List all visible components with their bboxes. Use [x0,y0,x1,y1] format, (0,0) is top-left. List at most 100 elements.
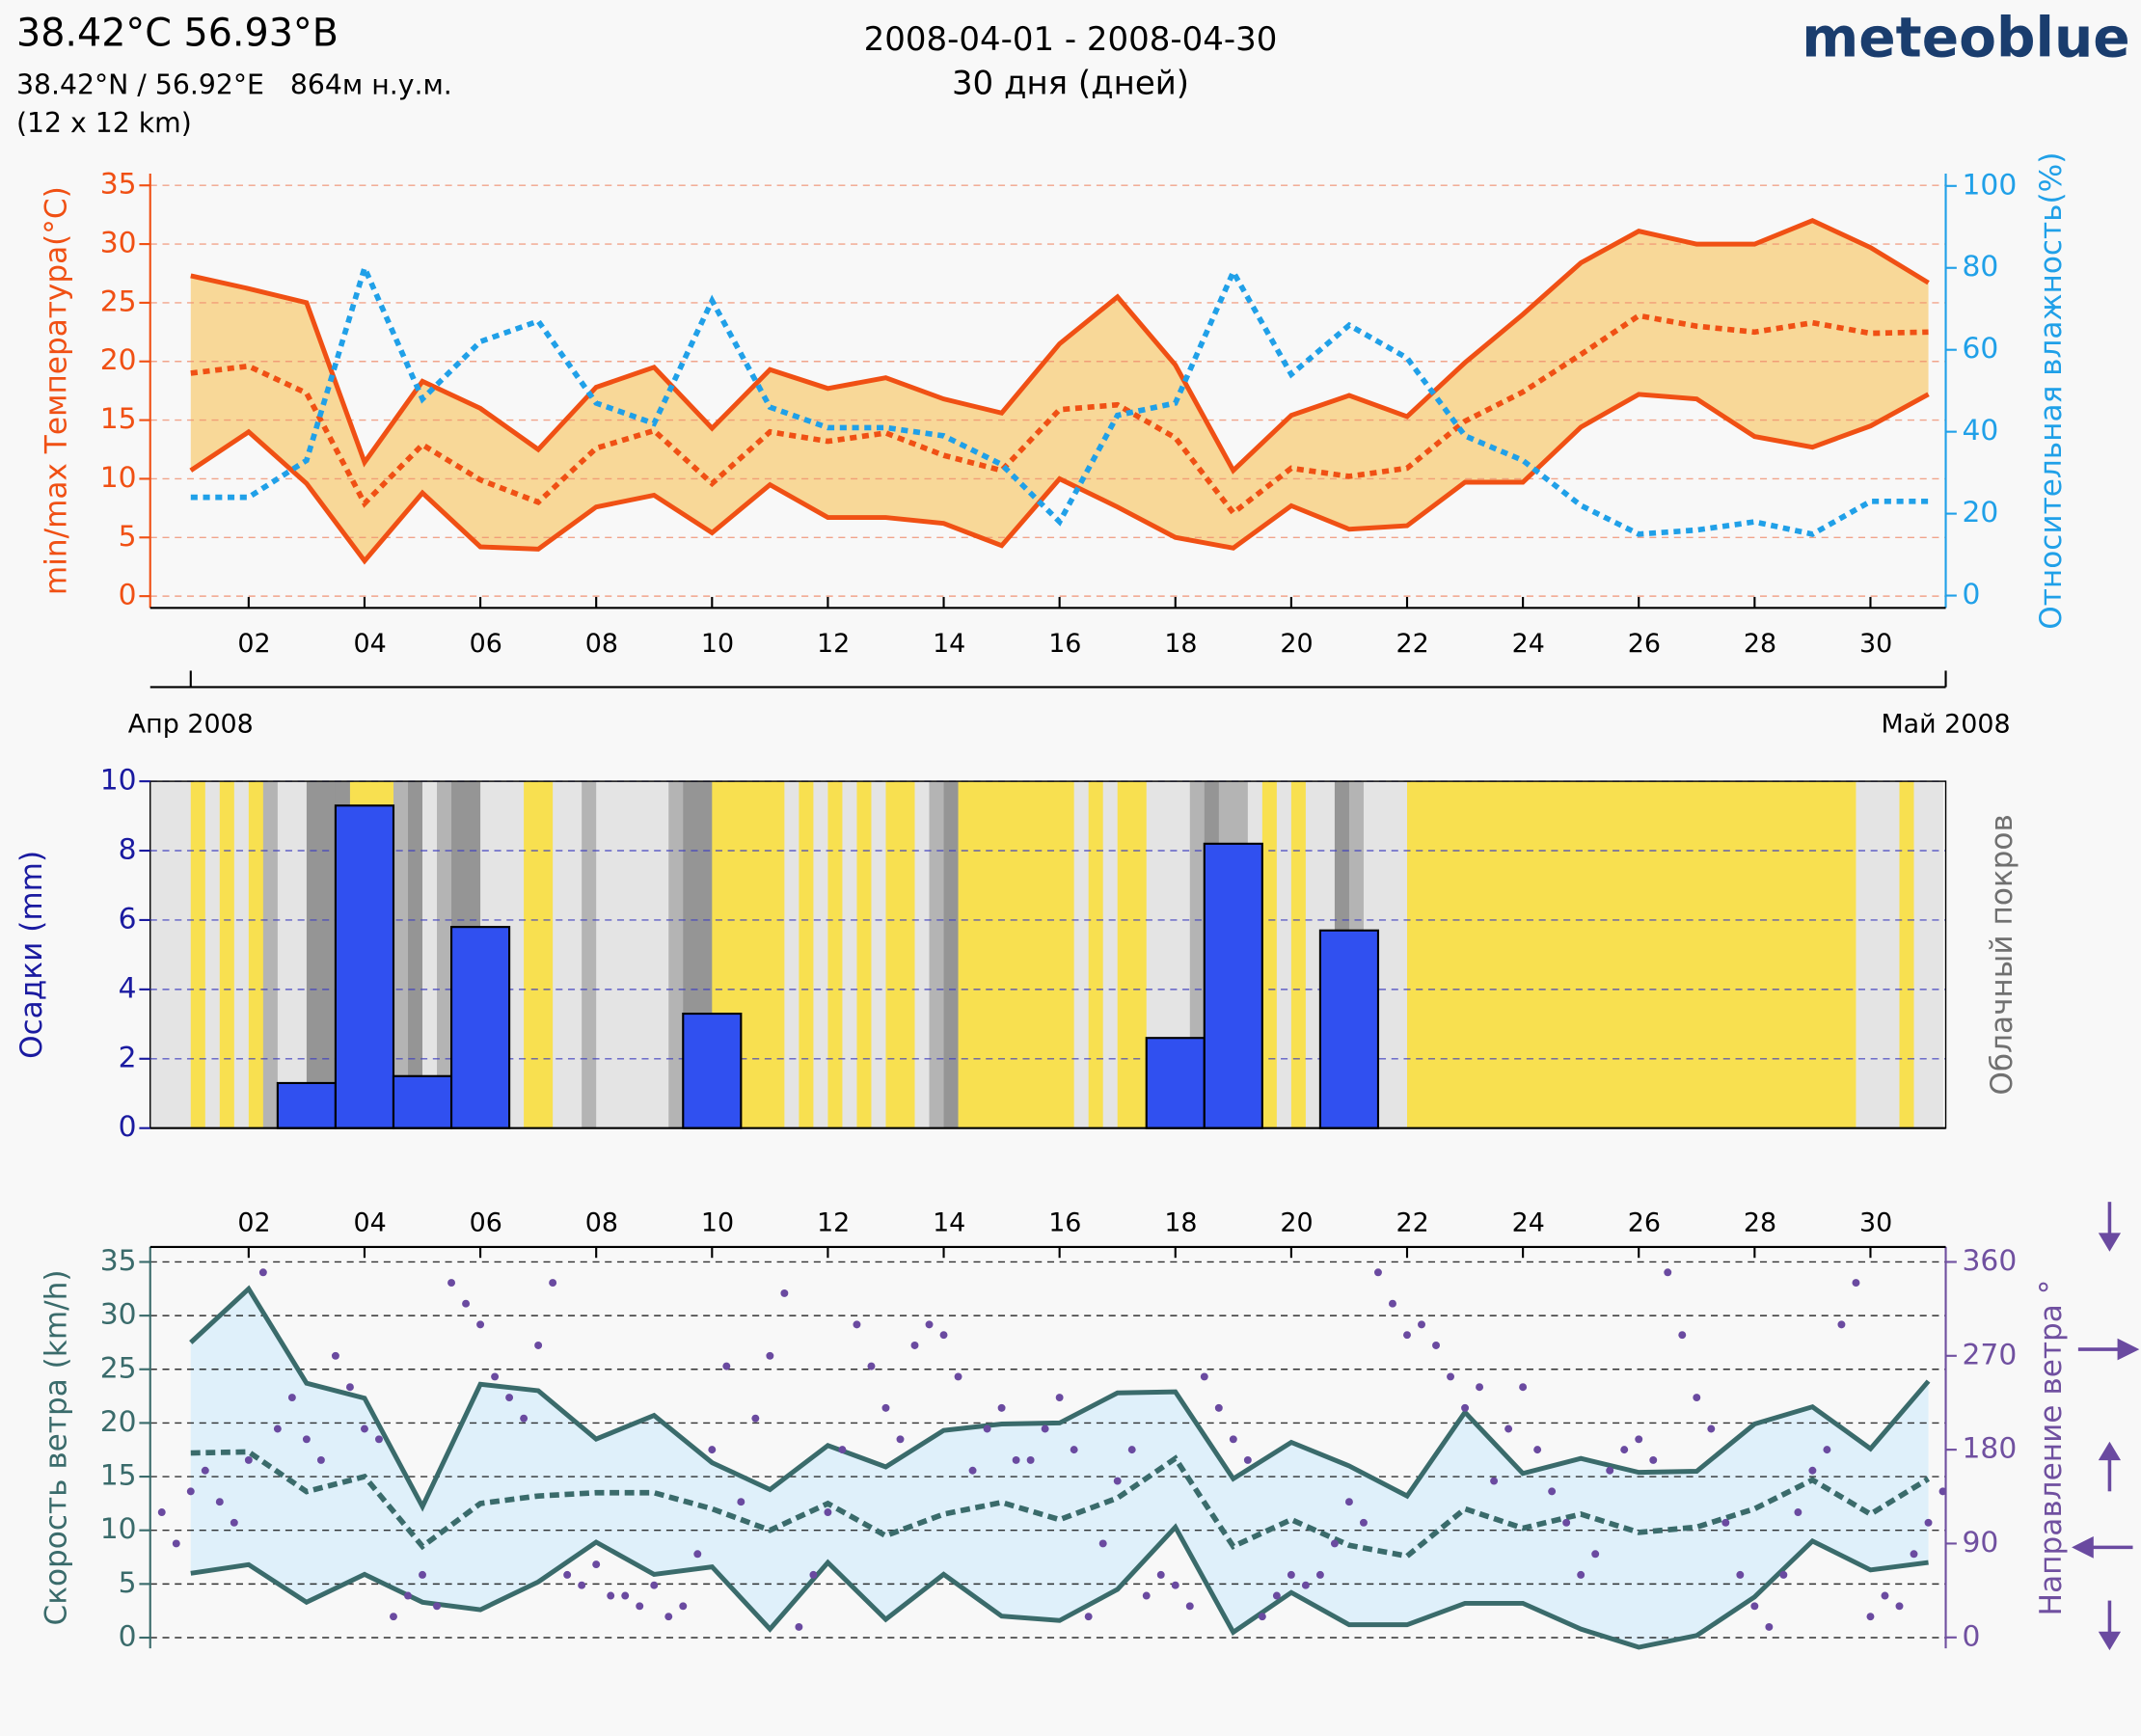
cloud-cover [1581,781,1596,1128]
direction-point [419,1570,426,1579]
direction-point [316,1455,325,1464]
cloud-cover [1870,781,1885,1128]
cloud-cover [1667,781,1683,1128]
cloud-cover [1044,781,1061,1128]
direction-point [476,1320,485,1329]
y2-tick-label: 180 [1963,1432,2018,1466]
bar [334,804,395,1129]
direction-point [1852,1279,1860,1288]
cloud-cover [639,781,655,1128]
y2-tick-label: 0 [1963,578,1981,611]
y2-tick-label: 0 [1963,1619,1981,1653]
cloud-cover [610,781,626,1128]
x-tick-label: 12 [817,1207,850,1237]
cloud-cover [1696,781,1712,1128]
cloud-cover [422,781,438,1128]
cloud-cover [755,781,771,1128]
arrow-head [2098,1441,2122,1461]
y-tick-label: 10 [100,1512,137,1546]
direction-point [1272,1591,1281,1600]
x-tick-label: 18 [1164,1207,1197,1237]
direction-point [462,1299,471,1308]
cloud-cover [1261,781,1278,1128]
bar [276,1081,337,1129]
direction-point [1577,1570,1585,1579]
y2label: Относительная влажность(%) [2034,152,2069,630]
direction-point [1606,1466,1614,1475]
direction-point [983,1424,991,1433]
direction-point [896,1435,905,1444]
direction-point [621,1591,630,1600]
cloud-cover [1610,781,1625,1128]
y-tick-label: 15 [100,402,137,436]
line [190,218,1930,475]
arrow-head [2098,1233,2122,1252]
x-tick-label: 04 [354,629,387,659]
direction-point [1084,1613,1093,1621]
direction-point [1910,1550,1918,1559]
direction-point [1041,1424,1049,1433]
direction-point [1185,1602,1194,1611]
direction-point [867,1362,876,1370]
cloud-cover [1725,781,1741,1128]
location: 38.42°N / 56.92°E 864м н.у.м. [16,68,452,100]
direction-point [1895,1602,1904,1611]
direction-point [505,1394,514,1402]
bar [682,1012,743,1129]
direction-point [1098,1539,1107,1548]
direction-point [1156,1570,1165,1579]
direction-point [824,1508,832,1516]
direction-point [1635,1435,1643,1444]
cloud-cover [437,781,452,1128]
cloud-cover [1653,781,1668,1128]
cloud-cover [596,781,611,1128]
x-tick-label: 18 [1164,629,1197,659]
cloud-cover [1059,781,1075,1128]
line [190,1449,1931,1560]
cloud-cover [1711,781,1726,1128]
cloud-cover [1088,781,1104,1128]
y2-tick-label: 60 [1963,332,1999,366]
cloud-cover [972,781,989,1128]
direction-point [157,1508,166,1516]
y-tick-label: 2 [119,1041,137,1074]
cloud-cover [1827,781,1842,1128]
logo: meteoblue [1802,6,2129,69]
y-tick-label: 35 [100,1244,137,1278]
y-tick-label: 25 [100,285,137,318]
cloud-cover [1465,781,1480,1128]
cloud-cover [233,781,250,1128]
cloud-cover [784,781,799,1128]
cloud-cover [1305,781,1321,1128]
x-tick-label: 10 [701,629,734,659]
arrow-head [2072,1536,2094,1559]
cloud-cover [929,781,944,1128]
x-tick-label: 24 [1512,1207,1545,1237]
x-tick-label: 26 [1628,1207,1661,1237]
direction-point [1070,1446,1078,1454]
direction-point [780,1288,789,1297]
cloud-cover [1783,781,1799,1128]
x-tick-label: 14 [933,629,965,659]
direction-point [273,1424,282,1433]
direction-point [1432,1342,1440,1349]
direction-point [1389,1299,1396,1308]
cloud-cover [524,781,539,1128]
cloud-cover [1494,781,1509,1128]
direction-point [258,1268,267,1277]
x-tick-label: 28 [1744,629,1776,659]
direction-point [636,1602,644,1611]
cloud-cover [1639,781,1654,1128]
direction-point [1881,1591,1889,1600]
x-tick-label: 16 [1048,1207,1081,1237]
direction-point [1620,1446,1629,1454]
direction-point [1837,1320,1846,1329]
x-tick-label: 02 [237,1207,270,1237]
cloud-cover [291,781,308,1128]
y2label: Облачный покров [1985,814,2019,1095]
y2-tick-label: 90 [1963,1526,1999,1560]
cloud-cover [625,781,640,1128]
cloud-cover [856,781,872,1128]
cloud-cover [1682,781,1697,1128]
